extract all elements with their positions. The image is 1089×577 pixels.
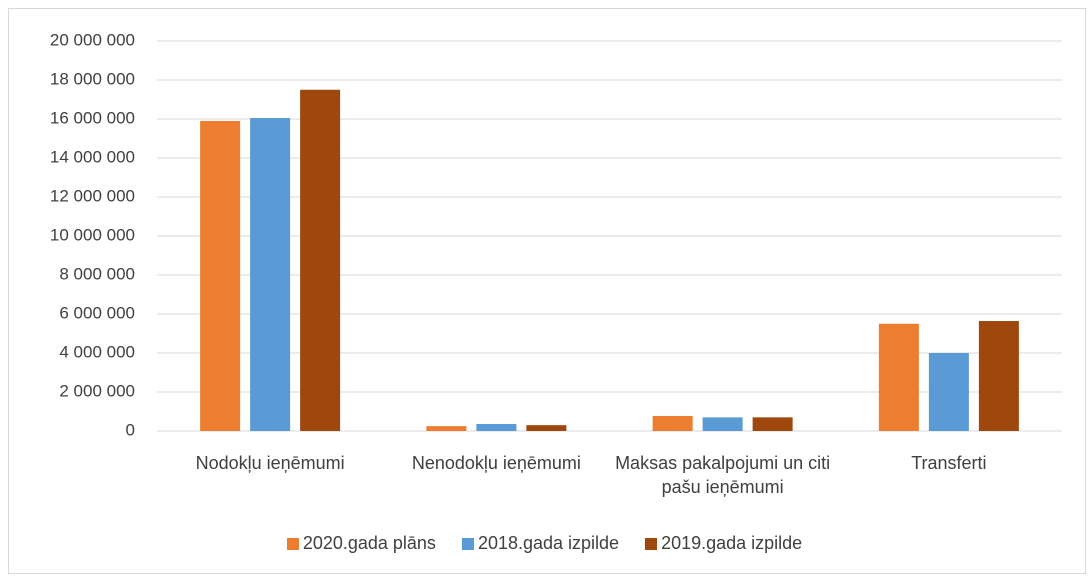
chart-frame bbox=[8, 8, 1086, 574]
legend-swatch bbox=[286, 537, 299, 550]
y-tick-label: 14 000 000 bbox=[50, 147, 135, 166]
bar bbox=[978, 321, 1019, 431]
bar bbox=[878, 323, 919, 431]
y-tick-label: 12 000 000 bbox=[50, 186, 135, 205]
legend-label: 2020.gada plāns bbox=[302, 533, 436, 553]
bar bbox=[300, 89, 341, 431]
y-tick-label: 20 000 000 bbox=[50, 30, 135, 49]
y-tick-label: 16 000 000 bbox=[50, 108, 135, 127]
x-tick-label: Nodokļu ieņēmumi bbox=[195, 453, 345, 473]
bar bbox=[752, 417, 793, 431]
x-tick-label: Nenodokļu ieņēmumi bbox=[411, 453, 581, 473]
bar bbox=[702, 417, 743, 431]
legend-label: 2018.gada izpilde bbox=[477, 533, 620, 553]
y-tick-label: 4 000 000 bbox=[59, 342, 135, 361]
bar bbox=[426, 426, 467, 431]
legend-swatch bbox=[645, 537, 658, 550]
y-tick-label: 10 000 000 bbox=[50, 225, 135, 244]
y-tick-label: 0 bbox=[126, 420, 135, 439]
bar bbox=[928, 353, 969, 431]
legend: 2020.gada plāns 2018.gada izpilde 2019.gad… bbox=[0, 533, 1089, 554]
legend-item: 2020.gada plāns bbox=[286, 533, 436, 554]
bar bbox=[200, 120, 241, 431]
bar bbox=[526, 425, 567, 431]
y-tick-label: 2 000 000 bbox=[59, 381, 135, 400]
legend-swatch bbox=[461, 537, 474, 550]
legend-label: 2019.gada izpilde bbox=[661, 533, 803, 553]
y-tick-label: 18 000 000 bbox=[50, 69, 135, 88]
legend-item: 2019.gada izpilde bbox=[645, 533, 802, 554]
bar bbox=[652, 415, 693, 431]
x-tick-label: Maksas pakalpojumi un citi pašu ieņēmumi bbox=[615, 453, 831, 497]
legend-item: 2018.gada izpilde bbox=[461, 533, 620, 554]
bar bbox=[250, 118, 291, 432]
y-tick-label: 8 000 000 bbox=[59, 264, 135, 283]
bar bbox=[476, 423, 517, 431]
x-tick-label: Transferti bbox=[911, 453, 987, 473]
y-tick-label: 6 000 000 bbox=[59, 303, 135, 322]
